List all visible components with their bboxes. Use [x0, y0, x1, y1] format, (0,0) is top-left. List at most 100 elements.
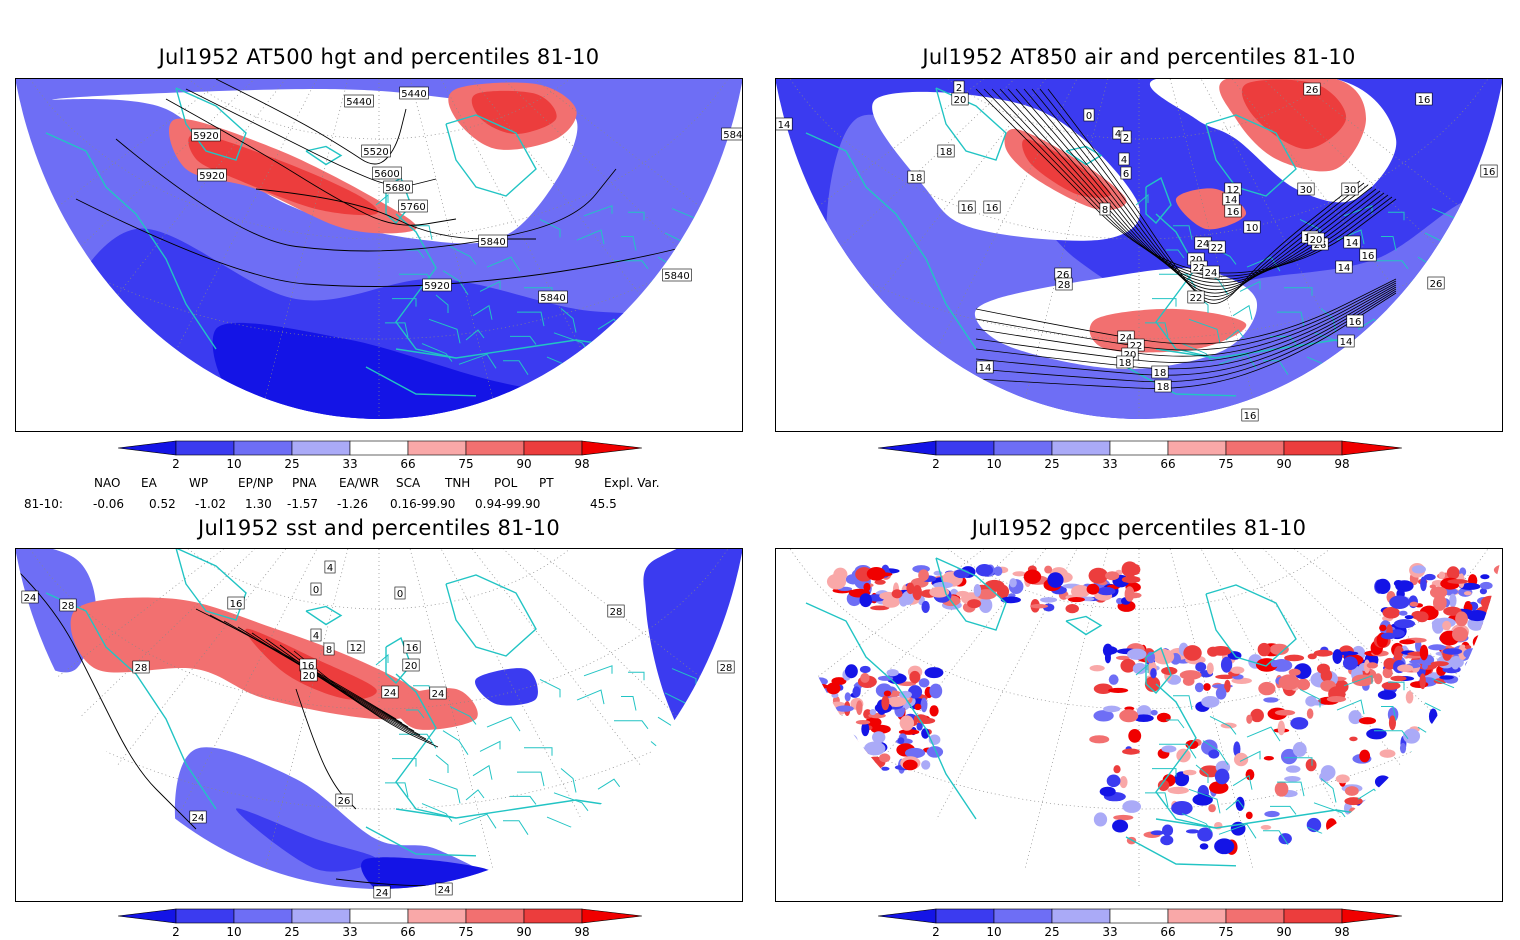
svg-text:5920: 5920	[199, 171, 224, 182]
contour-label: 22	[1208, 240, 1226, 254]
svg-text:24: 24	[438, 885, 451, 896]
svg-text:24: 24	[24, 593, 37, 604]
panel-1-map: 5440 5440 5920 5520 5600 5680 5920 5760 5840 5840…	[15, 78, 743, 432]
colorbar-tick-label: 25	[284, 925, 300, 939]
colorbar-segment	[175, 908, 235, 924]
index-value: 0.52	[149, 497, 176, 511]
contour-label: 16	[403, 640, 421, 654]
index-header: PT	[539, 476, 554, 490]
colorbar-segment	[1283, 908, 1343, 924]
panel-2-title: Jul1952 AT850 air and percentiles 81-10	[922, 45, 1356, 69]
index-header: TNH	[445, 476, 471, 490]
contour-label: 14	[1222, 192, 1240, 206]
svg-text:20: 20	[1124, 350, 1137, 361]
contour-label: 4	[324, 560, 336, 574]
index-value: -0.06	[93, 497, 125, 511]
colorbar-segment	[935, 440, 995, 456]
contour-label: 24	[1202, 265, 1220, 279]
svg-text:18: 18	[1154, 368, 1167, 379]
contour-label: 8	[1099, 202, 1111, 216]
contour-label: 22	[1187, 290, 1205, 304]
svg-text:14: 14	[1338, 263, 1351, 274]
panel-2-map: 2202616141840246188161214163030161610182…	[775, 78, 1503, 432]
contour-label: 24	[435, 882, 453, 896]
contour-label: 24	[189, 810, 207, 824]
svg-text:24: 24	[1197, 239, 1210, 250]
contour-label: 5440	[344, 94, 374, 108]
svg-text:8: 8	[1102, 205, 1108, 216]
svg-text:22: 22	[1211, 243, 1224, 254]
svg-text:26: 26	[1057, 270, 1070, 281]
svg-text:20: 20	[303, 671, 316, 682]
contour-label: 5600	[372, 166, 402, 180]
svg-text:30: 30	[1344, 185, 1357, 196]
contour-label: 26	[335, 793, 353, 807]
colorbar-segment	[233, 908, 293, 924]
contour-label: 18	[937, 144, 955, 158]
svg-text:5600: 5600	[374, 169, 399, 180]
colorbar-tick-label: 98	[1334, 925, 1350, 939]
contour-line	[293, 650, 439, 748]
svg-text:5840: 5840	[723, 130, 742, 141]
colorbar-segment	[1225, 908, 1285, 924]
colorbar-segment	[523, 908, 583, 924]
svg-text:24: 24	[192, 813, 205, 824]
svg-text:16: 16	[961, 203, 974, 214]
index-value: -1.57	[287, 497, 319, 511]
contour-label: 18	[1151, 365, 1169, 379]
colorbar-segment	[465, 440, 525, 456]
colorbar-segment	[1051, 908, 1111, 924]
colorbar-tick-label: 98	[1334, 457, 1350, 471]
colorbar-lower-arrow	[117, 908, 177, 924]
contour-line	[237, 626, 415, 732]
colorbar-segment	[993, 440, 1053, 456]
colorbar-svg	[877, 440, 1403, 456]
svg-text:28: 28	[135, 663, 148, 674]
index-header: EA/WR	[339, 476, 380, 490]
svg-text:10: 10	[1246, 223, 1259, 234]
colorbar-tick-label: 66	[400, 457, 416, 471]
colorbar-tick-label: 90	[516, 925, 532, 939]
contour-line	[991, 88, 1389, 280]
colorbar-segment	[175, 440, 235, 456]
colorbar-tick-label: 25	[284, 457, 300, 471]
contour-label: 26	[1427, 276, 1445, 290]
colorbar-segment	[523, 440, 583, 456]
colorbar-tick-label: 33	[1102, 925, 1118, 939]
colorbar-tick-label: 66	[1160, 457, 1176, 471]
colorbar-tick-label: 75	[458, 925, 474, 939]
colorbar-segment	[1167, 908, 1227, 924]
contour-label: 28	[717, 660, 735, 674]
colorbar-tick-label: 2	[172, 925, 180, 939]
colorbar-tick-label: 98	[574, 925, 590, 939]
contour-label: 28	[59, 598, 77, 612]
svg-text:0: 0	[1086, 111, 1092, 122]
colorbar-tick-label: 33	[1102, 457, 1118, 471]
colorbar-segment	[1109, 440, 1169, 456]
contour-label: 18	[1116, 355, 1134, 369]
contour-label: 5840	[538, 290, 568, 304]
colorbar-tick-label: 10	[226, 457, 242, 471]
svg-text:5520: 5520	[363, 147, 388, 158]
index-value: -1.26	[337, 497, 369, 511]
contour-label: 16	[1241, 408, 1259, 422]
contour-label: 5520	[361, 144, 391, 158]
contour-line	[975, 88, 1397, 274]
svg-text:5440: 5440	[346, 97, 371, 108]
svg-text:16: 16	[1227, 207, 1240, 218]
index-header: EP/NP	[238, 476, 274, 490]
contour-label: 24	[373, 885, 391, 899]
svg-text:5440: 5440	[401, 89, 426, 100]
shaded-region	[236, 808, 376, 872]
svg-text:18: 18	[1157, 382, 1170, 393]
svg-text:5840: 5840	[540, 293, 565, 304]
svg-text:5760: 5760	[400, 202, 425, 213]
svg-text:24: 24	[432, 689, 445, 700]
colorbar-tick-label: 33	[342, 925, 358, 939]
svg-text:20: 20	[1190, 255, 1203, 266]
panel-2-colorbar: 2 10 25 33 66 75 90 98	[877, 440, 1403, 471]
contour-label: 14	[1337, 334, 1355, 348]
svg-text:16: 16	[1244, 411, 1257, 422]
colorbar-svg	[877, 908, 1403, 924]
contour-label: 16	[983, 200, 1001, 214]
